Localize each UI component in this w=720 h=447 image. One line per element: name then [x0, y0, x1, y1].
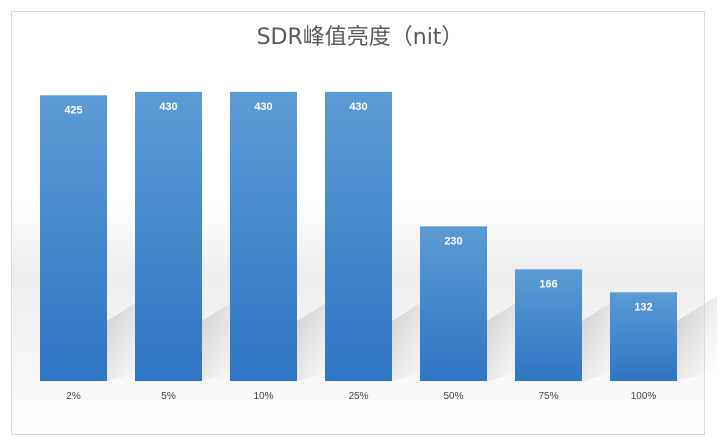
bar — [230, 91, 297, 381]
bar — [40, 95, 107, 382]
bars-group — [40, 91, 677, 382]
bar — [420, 226, 487, 381]
bar-value-label: 132 — [634, 301, 652, 313]
bar — [135, 91, 202, 381]
bar-value-label: 430 — [254, 101, 272, 113]
bar-shadow — [677, 296, 717, 381]
bar-value-label: 230 — [444, 235, 462, 247]
bar-value-label: 430 — [159, 101, 177, 113]
bar-labels-group: 425 430 430 430 230 166 132 — [64, 101, 652, 313]
bar — [325, 91, 392, 381]
x-tick-label: 10% — [253, 391, 273, 402]
chart-title: SDR峰值亮度（nit） — [257, 25, 464, 50]
watermark-text: 知乎 @范饭爱可乐 — [531, 404, 664, 423]
chart-frame — [11, 11, 705, 435]
bar — [515, 269, 582, 381]
x-tick-label: 50% — [443, 391, 463, 402]
x-tick-label: 2% — [66, 391, 81, 402]
x-tick-label: 5% — [161, 391, 176, 402]
x-tick-label: 75% — [538, 391, 558, 402]
x-tick-label: 100% — [631, 391, 657, 402]
bar-value-label: 166 — [539, 278, 557, 290]
bar-value-label: 430 — [349, 101, 367, 113]
bar — [610, 292, 677, 381]
x-tick-label: 25% — [348, 391, 368, 402]
bar-value-label: 425 — [64, 104, 82, 116]
x-tick-labels-group: 2% 5% 10% 25% 50% 75% 100% — [66, 391, 656, 402]
